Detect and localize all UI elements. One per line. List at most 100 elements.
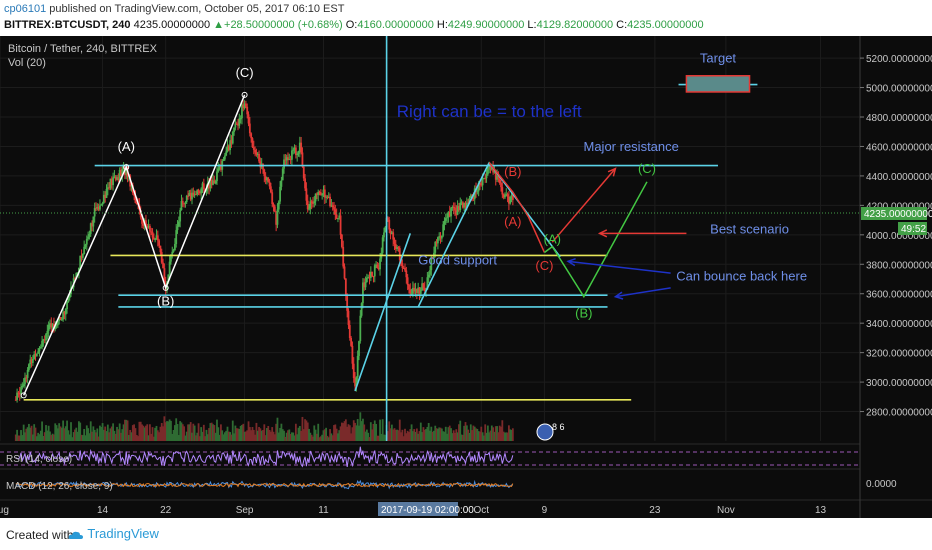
author-link[interactable]: cp06101 — [4, 3, 47, 15]
volume-bar-273 — [373, 420, 376, 441]
volume-bar-15 — [34, 427, 37, 441]
volume-bar-18 — [38, 434, 41, 441]
candle-body-322 — [438, 236, 441, 238]
candle-body-205 — [284, 159, 287, 161]
volume-bar-332 — [451, 433, 454, 441]
candle-body-255 — [350, 337, 353, 346]
volume-bar-265 — [363, 424, 366, 441]
volume-bar-199 — [276, 417, 279, 441]
volume-bar-161 — [226, 426, 229, 441]
candle-body-257 — [352, 363, 355, 379]
candle-body-280 — [383, 232, 385, 238]
volume-bar-337 — [458, 424, 460, 441]
candle-body-81 — [121, 169, 124, 177]
candle-body-232 — [319, 192, 322, 195]
volume-bar-283 — [387, 431, 389, 441]
candle-body-35 — [60, 319, 63, 321]
candle-body-244 — [335, 214, 338, 219]
candle-body-40 — [67, 298, 70, 303]
candle-body-2 — [17, 392, 20, 394]
volume-bar-129 — [184, 435, 187, 441]
candle-body-209 — [289, 159, 292, 161]
annotation-7: (B) — [575, 305, 592, 320]
candle-body-77 — [116, 177, 118, 180]
candle-body-136 — [193, 194, 196, 196]
volume-bar-156 — [220, 424, 222, 441]
volume-bar-240 — [330, 433, 333, 441]
candle-body-195 — [271, 192, 274, 204]
volume-bar-198 — [275, 423, 278, 441]
candle-body-108 — [156, 235, 159, 241]
candle-body-75 — [113, 176, 116, 178]
candle-body-286 — [390, 232, 393, 235]
volume-bar-290 — [396, 429, 399, 441]
candle-body-188 — [262, 163, 264, 170]
volume-bar-313 — [426, 426, 429, 441]
annotation-1: (B) — [157, 294, 174, 309]
candle-body-290 — [396, 247, 399, 249]
volume-bar-261 — [358, 425, 360, 441]
candle-body-150 — [212, 180, 214, 185]
volume-bar-178 — [248, 427, 251, 441]
volume-bar-92 — [135, 434, 138, 441]
volume-bar-206 — [285, 432, 288, 441]
volume-bar-58 — [91, 431, 93, 441]
volume-bar-179 — [250, 430, 253, 441]
candle-body-131 — [187, 195, 189, 197]
volume-bar-280 — [383, 434, 385, 441]
candle-body-152 — [214, 181, 217, 184]
volume-bar-160 — [225, 430, 228, 441]
candle-body-225 — [310, 201, 313, 203]
volume-bar-48 — [77, 421, 80, 441]
volume-bar-308 — [419, 422, 422, 441]
candle-body-137 — [195, 194, 197, 196]
volume-bar-356 — [483, 435, 485, 441]
candle-body-256 — [351, 345, 354, 364]
candle-body-74 — [112, 177, 114, 186]
volume-bar-192 — [267, 425, 270, 441]
volume-bar-75 — [113, 430, 116, 441]
volume-bar-293 — [400, 432, 402, 441]
candle-body-162 — [227, 145, 230, 151]
candle-body-24 — [46, 330, 49, 334]
candle-body-124 — [177, 221, 180, 227]
candle-body-116 — [167, 274, 170, 283]
event-flag-icon[interactable] — [536, 423, 554, 441]
candle-body-315 — [429, 270, 431, 275]
candle-body-164 — [230, 140, 233, 144]
volume-bar-342 — [464, 422, 467, 441]
volume-bar-49 — [79, 422, 82, 441]
volume-bar-204 — [283, 430, 285, 441]
candle-body-199 — [276, 209, 279, 225]
volume-bar-215 — [297, 427, 300, 441]
candle-body-196 — [272, 203, 275, 207]
tradingview-logo[interactable]: TradingView — [68, 526, 159, 541]
volume-bar-279 — [381, 419, 384, 441]
candle-body-156 — [220, 164, 222, 170]
candle-body-25 — [47, 325, 50, 331]
candle-body-299 — [408, 284, 410, 290]
volume-bar-376 — [509, 429, 512, 441]
candle-body-134 — [191, 192, 193, 200]
candle-body-153 — [216, 171, 218, 182]
volume-bar-31 — [55, 425, 58, 441]
chart-canvas[interactable]: (A) (B) (C) (B) (A) (C) (A) (B) (C) Target Right c… — [0, 36, 932, 518]
volume-bar-237 — [326, 435, 329, 441]
volume-bar-124 — [177, 435, 180, 441]
annotation-11: Major resistance — [584, 139, 679, 154]
candle-body-142 — [201, 183, 204, 189]
volume-bar-343 — [465, 425, 468, 441]
annotation-6: (A) — [544, 232, 561, 247]
x-tick-label-3: Sep — [236, 505, 254, 516]
candle-body-9 — [26, 369, 29, 378]
candle-body-348 — [472, 195, 475, 200]
volume-bar-70 — [106, 424, 109, 441]
volume-bar-213 — [294, 423, 297, 441]
arrow-red-left-head — [597, 229, 608, 238]
candle-body-210 — [291, 150, 293, 160]
candle-body-174 — [243, 103, 246, 108]
volume-bar-133 — [189, 422, 192, 441]
candle-body-228 — [314, 193, 317, 202]
volume-bar-366 — [496, 426, 498, 441]
candle-body-104 — [151, 231, 154, 238]
